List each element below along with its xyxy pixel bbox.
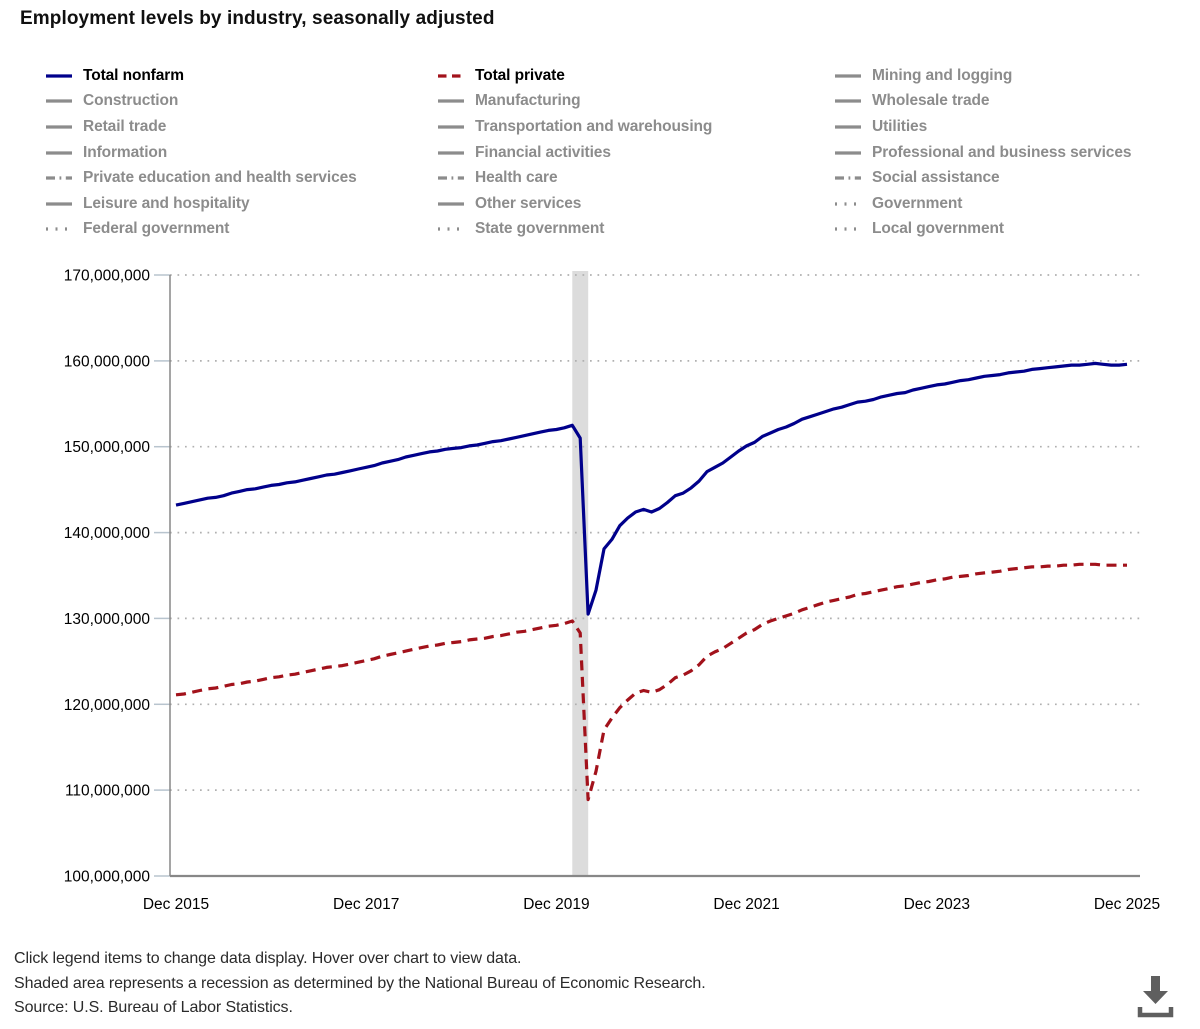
x-axis-label: Dec 2025 bbox=[1094, 896, 1160, 913]
y-axis-label: 160,000,000 bbox=[64, 353, 151, 370]
dashdot-line-swatch-icon bbox=[438, 176, 464, 180]
legend-item-label: Local government bbox=[872, 220, 1004, 238]
footnote-source: Source: U.S. Bureau of Labor Statistics. bbox=[14, 999, 293, 1016]
legend: Total nonfarm Construction Retail trade Inf… bbox=[45, 63, 1131, 242]
legend-item-leisure-and-hospitality[interactable]: Leisure and hospitality bbox=[45, 191, 437, 217]
legend-item-wholesale-trade[interactable]: Wholesale trade bbox=[834, 89, 1131, 115]
download-button[interactable] bbox=[1136, 974, 1176, 1020]
series-line-total-nonfarm bbox=[175, 361, 1128, 616]
legend-item-local-government[interactable]: Local government bbox=[834, 217, 1131, 243]
chart-footnotes: Click legend items to change data displa… bbox=[14, 947, 706, 1021]
page-title: Employment levels by industry, seasonall… bbox=[20, 8, 495, 29]
recession-band bbox=[572, 271, 589, 876]
solid-line-swatch-icon bbox=[46, 202, 72, 206]
legend-item-label: Total nonfarm bbox=[83, 66, 184, 84]
legend-item-label: Private education and health services bbox=[83, 169, 357, 187]
solid-line-swatch-icon bbox=[835, 99, 861, 103]
footnote-recession-note: Shaded area represents a recession as de… bbox=[14, 974, 706, 992]
legend-item-federal-government[interactable]: Federal government bbox=[45, 217, 437, 243]
legend-item-mining-and-logging[interactable]: Mining and logging bbox=[834, 63, 1131, 89]
y-axis-label: 150,000,000 bbox=[64, 439, 151, 456]
legend-item-label: Retail trade bbox=[83, 117, 167, 135]
legend-item-health-care[interactable]: Health care bbox=[437, 165, 834, 191]
solid-line-swatch-icon bbox=[46, 125, 72, 129]
legend-item-information[interactable]: Information bbox=[45, 140, 437, 166]
solid-line-swatch-icon bbox=[835, 74, 861, 78]
y-axis-label: 120,000,000 bbox=[64, 697, 151, 714]
legend-item-label: Other services bbox=[475, 194, 582, 212]
legend-item-label: Financial activities bbox=[475, 143, 611, 161]
legend-item-label: Federal government bbox=[83, 220, 230, 238]
solid-line-swatch-icon bbox=[46, 74, 72, 78]
legend-item-financial-activities[interactable]: Financial activities bbox=[437, 140, 834, 166]
series-line-total-private bbox=[175, 562, 1127, 802]
legend-item-government[interactable]: Government bbox=[834, 191, 1131, 217]
y-axis-label: 140,000,000 bbox=[64, 525, 151, 542]
legend-column: Total private Manufacturing Transportation… bbox=[437, 63, 834, 242]
dashed-line-swatch-icon bbox=[438, 74, 464, 78]
legend-item-state-government[interactable]: State government bbox=[437, 217, 834, 243]
legend-item-label: Social assistance bbox=[872, 169, 1000, 187]
y-axis-label: 100,000,000 bbox=[64, 869, 151, 886]
solid-line-swatch-icon bbox=[438, 125, 464, 129]
legend-item-label: State government bbox=[475, 220, 605, 238]
legend-item-total-private[interactable]: Total private bbox=[437, 63, 834, 89]
dashdot-line-swatch-icon bbox=[46, 176, 72, 180]
legend-item-professional-and-business-services[interactable]: Professional and business services bbox=[834, 140, 1131, 166]
legend-item-label: Manufacturing bbox=[475, 92, 581, 110]
legend-item-other-services[interactable]: Other services bbox=[437, 191, 834, 217]
legend-item-label: Information bbox=[83, 143, 168, 161]
x-axis-label: Dec 2023 bbox=[904, 896, 970, 913]
legend-item-label: Utilities bbox=[872, 117, 928, 135]
legend-item-label: Government bbox=[872, 194, 963, 212]
plot-area[interactable] bbox=[170, 267, 1140, 876]
solid-line-swatch-icon bbox=[835, 125, 861, 129]
x-axis-label: Dec 2017 bbox=[333, 896, 399, 913]
footnote-interaction-hint: Click legend items to change data displa… bbox=[14, 950, 522, 967]
legend-column: Total nonfarm Construction Retail trade Inf… bbox=[45, 63, 437, 242]
legend-item-transportation-and-warehousing[interactable]: Transportation and warehousing bbox=[437, 114, 834, 140]
x-axis-label: Dec 2015 bbox=[143, 896, 209, 913]
legend-item-private-education-and-health-services[interactable]: Private education and health services bbox=[45, 165, 437, 191]
solid-line-swatch-icon bbox=[46, 150, 72, 155]
legend-item-retail-trade[interactable]: Retail trade bbox=[45, 114, 437, 140]
y-axis-label: 170,000,000 bbox=[64, 268, 151, 285]
legend-item-label: Mining and logging bbox=[872, 66, 1013, 84]
solid-line-swatch-icon bbox=[46, 99, 72, 103]
legend-item-utilities[interactable]: Utilities bbox=[834, 114, 1131, 140]
y-axis-label: 130,000,000 bbox=[64, 611, 151, 628]
x-axis-label: Dec 2021 bbox=[713, 896, 779, 913]
legend-column: Mining and logging Wholesale trade Utiliti… bbox=[834, 63, 1131, 242]
legend-item-label: Total private bbox=[475, 66, 565, 84]
legend-item-label: Transportation and warehousing bbox=[475, 117, 713, 135]
legend-item-manufacturing[interactable]: Manufacturing bbox=[437, 89, 834, 115]
legend-item-label: Construction bbox=[83, 92, 179, 110]
x-axis-label: Dec 2019 bbox=[523, 896, 589, 913]
solid-line-swatch-icon bbox=[438, 150, 464, 155]
legend-item-label: Health care bbox=[475, 169, 558, 187]
legend-item-social-assistance[interactable]: Social assistance bbox=[834, 165, 1131, 191]
legend-item-total-nonfarm[interactable]: Total nonfarm bbox=[45, 63, 437, 89]
solid-line-swatch-icon bbox=[438, 202, 464, 206]
y-axis-label: 110,000,000 bbox=[65, 783, 150, 800]
dashdot-line-swatch-icon bbox=[835, 176, 861, 180]
legend-item-label: Wholesale trade bbox=[872, 92, 990, 110]
legend-item-construction[interactable]: Construction bbox=[45, 89, 437, 115]
download-icon bbox=[1137, 976, 1174, 1018]
solid-line-swatch-icon bbox=[835, 150, 861, 155]
solid-line-swatch-icon bbox=[438, 99, 464, 103]
legend-item-label: Professional and business services bbox=[872, 143, 1132, 161]
legend-item-label: Leisure and hospitality bbox=[83, 194, 250, 212]
